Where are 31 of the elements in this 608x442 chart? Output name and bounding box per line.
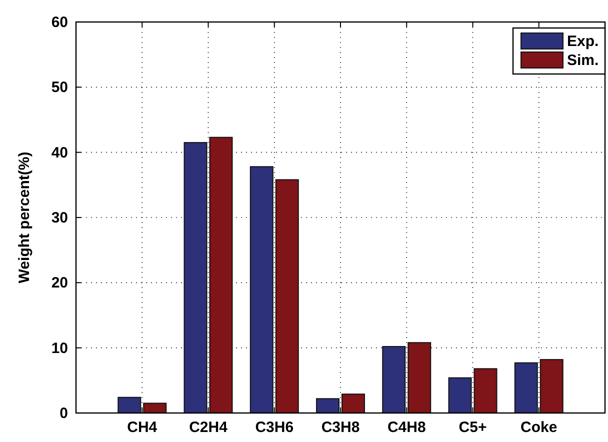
bar <box>408 342 432 414</box>
bar <box>474 368 498 414</box>
bar <box>342 394 365 414</box>
legend-label: Sim. <box>567 52 599 69</box>
bar <box>316 398 340 414</box>
bar <box>382 346 406 414</box>
y-tick-label: 60 <box>51 14 68 31</box>
bar <box>118 396 142 414</box>
x-tick-label: CH4 <box>127 419 158 436</box>
x-tick-label: C4H8 <box>387 419 426 436</box>
y-tick-label: 10 <box>51 340 68 357</box>
y-tick-label: 0 <box>60 405 68 422</box>
x-tick-label: Coke <box>520 419 558 436</box>
x-tick-label: C5+ <box>458 419 487 436</box>
bar <box>514 362 538 414</box>
bar <box>275 179 299 414</box>
legend-label: Exp. <box>567 33 599 50</box>
y-tick-label: 20 <box>51 274 68 292</box>
bar <box>250 166 274 414</box>
y-tick-label: 40 <box>51 144 68 162</box>
y-axis-title: Weight percent(%) <box>16 152 33 284</box>
bar <box>184 142 208 414</box>
x-tick-label: C3H6 <box>255 419 294 436</box>
y-tick-label: 30 <box>51 210 68 226</box>
bar <box>209 136 233 414</box>
bar <box>448 377 472 414</box>
x-tick-label: C2H4 <box>189 419 228 436</box>
bar <box>540 359 564 414</box>
bar <box>143 402 167 414</box>
x-tick-label: C3H8 <box>321 419 360 436</box>
y-tick-label: 50 <box>51 79 68 96</box>
